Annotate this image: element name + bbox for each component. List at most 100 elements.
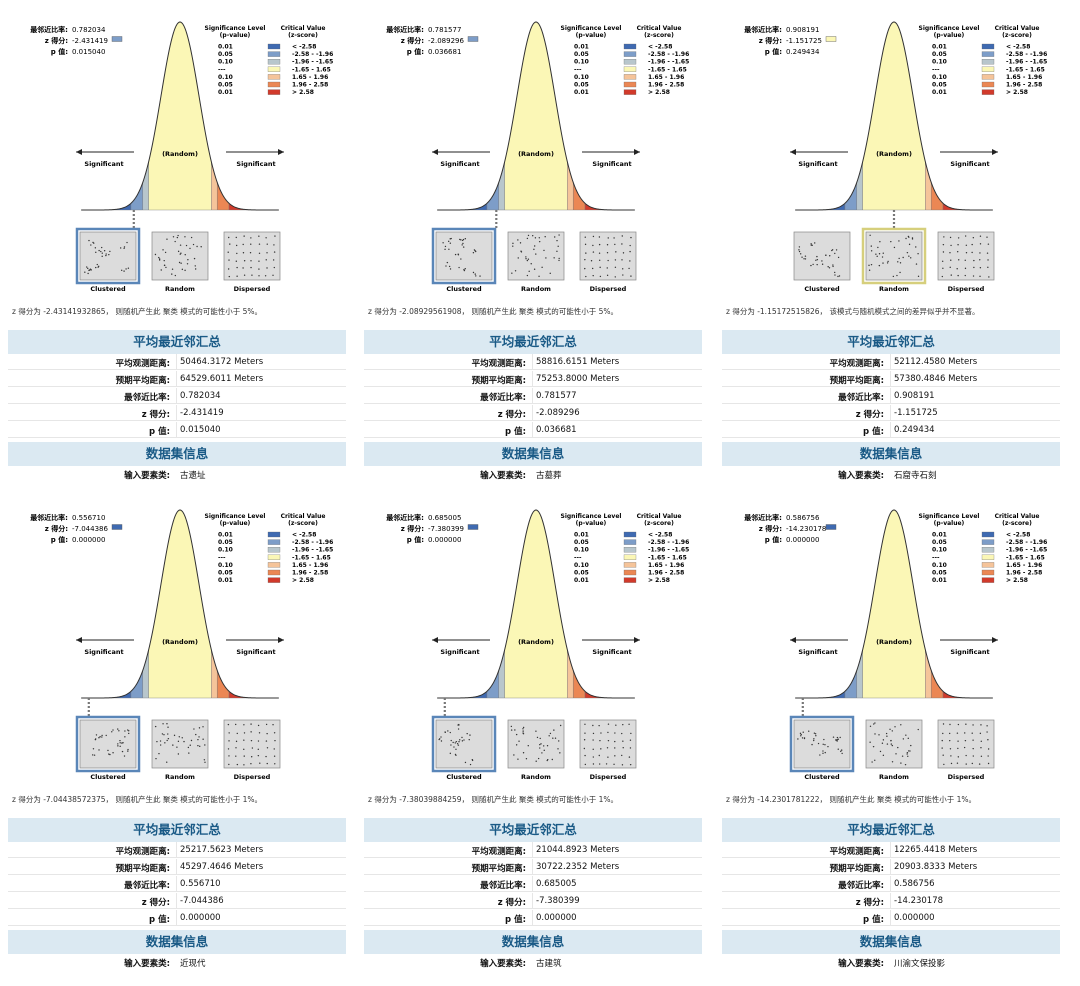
pattern-dot: [123, 755, 126, 757]
input-feature-label: 输入要素类:: [124, 959, 170, 969]
pattern-dot: [537, 757, 540, 760]
dataset-header: 数据集信息: [722, 442, 1060, 466]
pattern-dot: [235, 260, 238, 262]
pattern-dot: [882, 739, 885, 741]
pattern-dot: [161, 733, 164, 735]
pattern-dot: [873, 723, 875, 725]
pattern-dot: [90, 269, 92, 271]
pattern-dot: [515, 744, 518, 746]
pattern-highlight: [75, 227, 141, 285]
pattern-dot: [535, 760, 537, 762]
pattern-dot: [615, 724, 617, 726]
pattern-dot: [621, 259, 623, 261]
pattern-dot: [614, 747, 616, 749]
pattern-dot: [592, 244, 594, 247]
pattern-dot: [941, 275, 944, 278]
pattern-dot: [900, 762, 902, 764]
pattern-box: [865, 231, 923, 281]
pattern-dot: [965, 251, 968, 254]
pattern-dot: [836, 736, 839, 739]
pattern-dot: [109, 753, 111, 756]
arrowhead-right: [278, 149, 284, 155]
pattern-dot: [834, 271, 836, 274]
pattern-dot: [542, 745, 545, 747]
stat-row: 平均观测距离: 52112.4580 Meters: [722, 354, 1060, 370]
pattern-dot: [869, 725, 872, 728]
pattern-dot: [468, 738, 470, 741]
pattern-dot: [183, 740, 185, 743]
pattern-dot: [98, 265, 100, 267]
pattern-dot: [874, 759, 876, 762]
pattern-dot: [250, 731, 252, 733]
pattern-dot: [822, 743, 824, 745]
pattern-dot: [166, 739, 168, 742]
legend-z-range: > 2.58: [1006, 89, 1028, 96]
pattern-dot: [527, 258, 530, 260]
stat-row-label: p 值:: [863, 915, 884, 925]
pattern-dot: [515, 733, 518, 736]
row-divider: [176, 422, 177, 438]
legend-p-value: 0.10: [218, 74, 233, 81]
pattern-dot: [897, 261, 899, 263]
stat-row-value: 0.556710: [180, 879, 221, 889]
dataset-header: 数据集信息: [722, 930, 1060, 954]
pattern-dot: [606, 747, 609, 749]
pattern-dot: [898, 240, 900, 242]
pattern-dot: [85, 266, 88, 268]
pattern-dot: [890, 740, 892, 742]
pattern-dot: [163, 259, 165, 262]
pattern-dot: [804, 258, 807, 260]
pattern-dot: [891, 730, 893, 732]
pattern-dot: [522, 726, 525, 729]
pattern-dot: [972, 237, 975, 239]
pattern-label: Dispersed: [948, 773, 985, 781]
legend-p-value: 0.05: [932, 51, 947, 58]
stat-value: -14.230178: [786, 525, 826, 533]
pattern-dot: [236, 763, 239, 766]
row-divider: [890, 354, 891, 370]
stat-value: 0.781577: [428, 26, 461, 34]
pattern-highlight: [431, 715, 497, 773]
pattern-dot: [466, 732, 468, 735]
stat-row-value: 75253.8000 Meters: [536, 374, 620, 384]
significant-label: Significant: [798, 160, 837, 168]
legend-z-range: -2.58 - -1.96: [292, 539, 333, 546]
pattern-dot: [156, 740, 158, 743]
legend-title-right: Critical Value: [995, 513, 1040, 520]
legend-p-value: 0.05: [574, 82, 589, 89]
row-divider: [176, 876, 177, 892]
pattern-dot: [540, 743, 542, 745]
pattern-dot: [167, 733, 169, 735]
zscore-zone-swatch: [825, 524, 837, 530]
pattern-dot: [840, 750, 842, 753]
pattern-dots: [227, 723, 276, 766]
pattern-dot: [533, 268, 536, 270]
stat-row: 预期平均距离: 45297.4646 Meters: [8, 859, 346, 875]
significant-label: Significant: [236, 648, 275, 656]
result-panel: 最邻近比率: 0.908191 z 得分: -1.151725 p 值: 0.249434…: [714, 0, 1074, 493]
legend-p-value: ---: [574, 554, 582, 561]
pattern-dot: [190, 236, 193, 239]
pattern-dot: [987, 259, 989, 261]
pattern-dot: [987, 762, 990, 765]
pattern-dot: [440, 740, 443, 742]
stat-row: 平均观测距离: 12265.4418 Meters: [722, 842, 1060, 858]
dataset-header: 数据集信息: [8, 930, 346, 954]
legend-swatch: [623, 89, 637, 95]
pattern-dot: [906, 753, 908, 755]
pattern-dot: [798, 249, 800, 251]
pattern-dot: [592, 732, 595, 735]
pattern-box: [79, 231, 137, 281]
pattern-dot: [897, 746, 899, 749]
summary-sentence: z 得分为 -1.15172515826， 该模式与随机模式之间的差异似乎并不显…: [726, 307, 980, 316]
pattern-dot: [950, 755, 952, 757]
pattern-dot: [539, 747, 541, 749]
pattern-dot: [452, 741, 454, 744]
curve-zone: [567, 649, 574, 699]
pattern-dot: [460, 239, 462, 241]
pattern-dot: [166, 723, 168, 725]
legend-sub-right: (z-score): [644, 520, 674, 527]
stat-row: z 得分: -2.089296: [364, 405, 702, 421]
pattern-dot: [986, 252, 989, 254]
pattern-dot: [472, 252, 475, 254]
